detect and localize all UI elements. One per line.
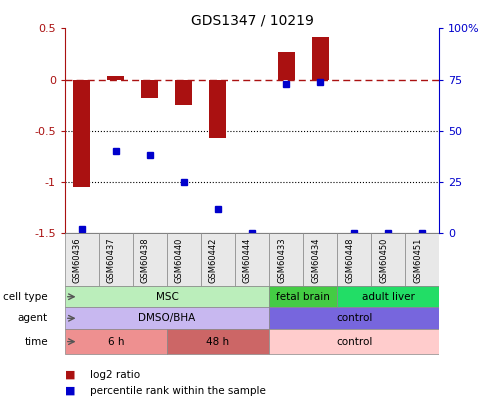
FancyBboxPatch shape [167, 233, 201, 286]
Text: DMSO/BHA: DMSO/BHA [138, 313, 196, 323]
FancyBboxPatch shape [65, 233, 99, 286]
Text: GSM60437: GSM60437 [107, 237, 116, 283]
Text: log2 ratio: log2 ratio [90, 370, 140, 379]
FancyBboxPatch shape [303, 233, 337, 286]
FancyBboxPatch shape [269, 307, 439, 329]
Bar [141, 80, 159, 98]
FancyBboxPatch shape [337, 286, 439, 307]
Bar [107, 75, 124, 80]
Text: agent: agent [18, 313, 48, 323]
Text: control: control [336, 313, 372, 323]
Bar [210, 80, 227, 138]
Text: GSM60442: GSM60442 [209, 237, 218, 283]
FancyBboxPatch shape [167, 329, 269, 354]
Text: percentile rank within the sample: percentile rank within the sample [90, 386, 265, 396]
Text: ■: ■ [65, 386, 75, 396]
FancyBboxPatch shape [235, 233, 269, 286]
FancyBboxPatch shape [269, 286, 337, 307]
Text: 48 h: 48 h [207, 337, 230, 347]
FancyBboxPatch shape [65, 307, 269, 329]
Text: GSM60448: GSM60448 [345, 237, 354, 283]
Text: GSM60440: GSM60440 [175, 237, 184, 283]
FancyBboxPatch shape [405, 233, 439, 286]
FancyBboxPatch shape [99, 233, 133, 286]
Text: GSM60444: GSM60444 [243, 237, 252, 283]
Bar [277, 52, 294, 80]
Text: time: time [24, 337, 48, 347]
FancyBboxPatch shape [371, 233, 405, 286]
FancyBboxPatch shape [269, 329, 439, 354]
FancyBboxPatch shape [269, 233, 303, 286]
Text: ■: ■ [65, 370, 75, 379]
FancyBboxPatch shape [337, 233, 371, 286]
Text: GSM60451: GSM60451 [413, 237, 422, 283]
FancyBboxPatch shape [65, 286, 269, 307]
Text: 6 h: 6 h [108, 337, 124, 347]
Bar [73, 80, 90, 187]
Text: GSM60434: GSM60434 [311, 237, 320, 283]
FancyBboxPatch shape [201, 233, 235, 286]
Text: GSM60436: GSM60436 [73, 237, 82, 283]
Text: adult liver: adult liver [362, 292, 415, 302]
Title: GDS1347 / 10219: GDS1347 / 10219 [191, 13, 313, 27]
Bar [311, 36, 328, 80]
Text: cell type: cell type [3, 292, 48, 302]
Text: fetal brain: fetal brain [276, 292, 330, 302]
FancyBboxPatch shape [65, 329, 167, 354]
Text: MSC: MSC [156, 292, 178, 302]
Text: GSM60438: GSM60438 [141, 237, 150, 283]
Bar [176, 80, 193, 105]
FancyBboxPatch shape [133, 233, 167, 286]
Text: control: control [336, 337, 372, 347]
Text: GSM60433: GSM60433 [277, 237, 286, 283]
Text: GSM60450: GSM60450 [379, 237, 388, 283]
